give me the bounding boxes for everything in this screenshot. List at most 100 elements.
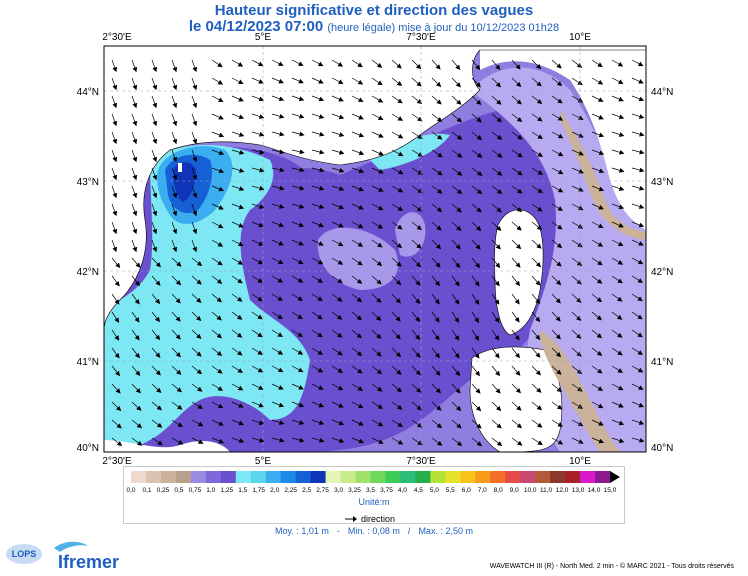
- direction-arrow: [491, 293, 500, 305]
- direction-arrow: [591, 347, 603, 356]
- direction-arrow: [531, 239, 542, 249]
- legend-swatch: [475, 471, 491, 483]
- direction-arrow: [571, 401, 584, 409]
- direction-arrow: [451, 185, 463, 195]
- direction-arrow: [611, 131, 625, 137]
- direction-arrow: [251, 185, 265, 191]
- direction-arrow: [191, 239, 198, 253]
- direction-arrow: [191, 257, 203, 267]
- direction-arrow: [111, 77, 118, 91]
- direction-arrow: [551, 419, 563, 427]
- direction-arrow: [191, 203, 198, 217]
- direction-arrow: [571, 329, 582, 339]
- direction-arrow: [471, 383, 481, 394]
- legend-tick-label: 2,0: [270, 487, 279, 494]
- direction-arrow: [171, 347, 181, 358]
- direction-arrow: [311, 383, 324, 390]
- direction-arrow: [131, 149, 138, 163]
- legend-tick-label: 0,25: [157, 487, 170, 494]
- stat-min: Min. : 0,08 m: [347, 526, 400, 536]
- direction-arrow: [271, 275, 284, 283]
- direction-arrow: [251, 203, 265, 209]
- direction-arrow: [171, 257, 182, 267]
- direction-arrow: [431, 311, 440, 323]
- direction-arrow: [451, 221, 462, 231]
- direction-arrow: [311, 113, 325, 119]
- direction-arrow: [291, 365, 304, 373]
- direction-arrow: [311, 239, 324, 246]
- direction-arrow: [131, 59, 138, 73]
- direction-arrow: [151, 239, 158, 253]
- direction-arrow: [631, 131, 645, 137]
- legend-swatch: [490, 471, 506, 483]
- direction-arrow: [471, 221, 482, 232]
- direction-arrow: [491, 275, 500, 287]
- direction-arrow: [591, 113, 604, 120]
- direction-label: direction: [361, 514, 396, 524]
- direction-arrow: [431, 365, 441, 376]
- graticule: [104, 46, 646, 452]
- direction-arrow: [411, 365, 421, 376]
- legend-tick-label: 8,0: [494, 487, 503, 494]
- direction-arrow: [431, 347, 440, 359]
- direction-arrow: [631, 203, 645, 209]
- lat-label: 40°N: [651, 443, 673, 454]
- direction-arrow: [291, 239, 304, 246]
- legend-tick-label: 3,25: [348, 487, 361, 494]
- direction-arrow: [351, 59, 363, 68]
- direction-arrow: [251, 401, 265, 408]
- direction-arrow: [311, 275, 324, 283]
- direction-arrow: [171, 185, 178, 199]
- direction-arrow: [591, 365, 603, 374]
- direction-arrow: [231, 329, 243, 338]
- legend-swatch: [550, 471, 566, 483]
- lon-label: 2°30'E: [102, 32, 132, 43]
- direction-arrow: [411, 131, 423, 140]
- legend-tick-label: 11,0: [540, 487, 553, 494]
- direction-arrows: [111, 59, 645, 447]
- direction-arrow: [471, 149, 483, 158]
- direction-arrow: [551, 275, 562, 286]
- direction-arrow: [571, 293, 582, 303]
- direction-arrow: [571, 203, 584, 211]
- direction-arrow: [191, 95, 198, 109]
- direction-arrow: [491, 419, 502, 429]
- direction-arrow: [371, 131, 384, 138]
- direction-arrow: [211, 221, 224, 229]
- direction-arrow: [551, 401, 563, 410]
- direction-arrow: [471, 329, 480, 341]
- direction-arrow: [131, 365, 141, 376]
- direction-arrow: [131, 419, 143, 429]
- direction-arrow: [171, 311, 181, 322]
- direction-arrow: [291, 293, 303, 301]
- direction-arrow: [291, 401, 305, 408]
- direction-arrow: [351, 149, 365, 156]
- legend-swatch: [310, 471, 327, 483]
- direction-arrow: [531, 347, 541, 358]
- legend-tick-label: 7,0: [478, 487, 487, 494]
- direction-arrow: [391, 59, 402, 69]
- direction-arrow: [491, 59, 501, 70]
- direction-arrow: [431, 437, 443, 446]
- legend-tick-label: 5,0: [430, 487, 439, 494]
- direction-arrow: [611, 293, 623, 302]
- direction-arrow: [371, 59, 383, 68]
- direction-arrow: [511, 131, 523, 140]
- direction-arrow: [491, 437, 503, 447]
- direction-arrow: [391, 329, 401, 340]
- direction-arrow: [451, 293, 460, 305]
- direction-arrow: [251, 275, 264, 283]
- direction-arrow: [311, 185, 325, 191]
- direction-arrow: [391, 311, 401, 322]
- direction-arrow: [311, 221, 325, 228]
- direction-arrow: [191, 365, 203, 375]
- direction-arrow: [551, 95, 563, 104]
- direction-arrow: [411, 221, 423, 231]
- direction-arrow: [531, 293, 541, 305]
- direction-arrow: [131, 257, 141, 268]
- direction-arrow: [631, 311, 643, 320]
- direction-arrow: [491, 113, 502, 123]
- direction-arrow: [451, 113, 462, 123]
- direction-arrow: [151, 113, 158, 127]
- direction-arrow: [311, 365, 324, 373]
